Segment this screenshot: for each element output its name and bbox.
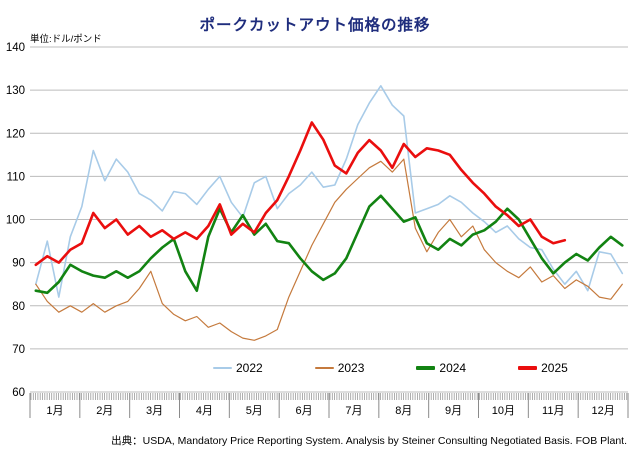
x-month-label-1: 1月 <box>46 405 63 417</box>
price-line-2024 <box>34 194 624 295</box>
x-month-label-4: 4月 <box>196 405 213 417</box>
y-tick-label-70: 70 <box>12 344 25 356</box>
legend-label-2023: 2023 <box>337 361 365 375</box>
y-tick-label-90: 90 <box>12 258 25 270</box>
x-month-label-10: 10月 <box>492 405 515 417</box>
source-citation: 出典：USDA, Mandatory Price Reporting Syste… <box>111 435 627 447</box>
x-month-label-9: 9月 <box>445 405 462 417</box>
price-line-2023 <box>35 158 623 341</box>
legend-swatch-2024 <box>416 366 436 370</box>
y-tick-label-120: 120 <box>6 128 25 140</box>
legend-item-2024: 2024 <box>416 361 466 375</box>
page-title: ポークカットアウト価格の推移 <box>199 17 431 34</box>
legend-label-2024: 2024 <box>439 361 467 375</box>
price-line-2022 <box>34 85 624 298</box>
legend-swatch-2022 <box>213 366 232 370</box>
x-month-label-2: 2月 <box>96 405 113 417</box>
y-tick-label-130: 130 <box>6 85 25 97</box>
y-tick-label-60: 60 <box>12 387 25 399</box>
y-tick-label-140: 140 <box>6 42 25 54</box>
legend: 2022 2023 2024 2025 <box>213 361 568 375</box>
legend-swatch-2025 <box>518 366 538 370</box>
legend-label-2025: 2025 <box>541 361 568 375</box>
y-tick-label-100: 100 <box>6 215 25 227</box>
legend-swatch-2023 <box>314 367 334 369</box>
unit-label: 単位:ドル/ポンド <box>30 34 102 45</box>
legend-label-2022: 2022 <box>236 361 263 375</box>
y-tick-label-80: 80 <box>12 301 25 313</box>
x-month-label-7: 7月 <box>345 405 362 417</box>
legend-item-2023: 2023 <box>314 361 365 375</box>
legend-item-2022: 2022 <box>213 361 263 375</box>
x-month-label-3: 3月 <box>146 405 163 417</box>
price-line-2025 <box>34 121 567 267</box>
legend-item-2025: 2025 <box>518 361 568 375</box>
x-month-label-6: 6月 <box>296 405 313 417</box>
x-month-label-11: 11月 <box>542 405 564 417</box>
x-month-label-8: 8月 <box>395 405 412 417</box>
y-tick-label-110: 110 <box>7 171 25 183</box>
x-month-label-12: 12月 <box>591 405 614 417</box>
x-month-label-5: 5月 <box>246 405 263 417</box>
